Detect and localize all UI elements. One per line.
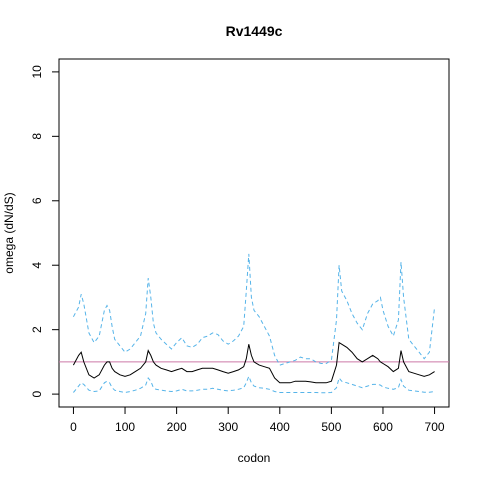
- x-tick-label: 700: [425, 420, 445, 434]
- x-tick-label: 300: [218, 420, 238, 434]
- x-tick-label: 0: [70, 420, 77, 434]
- x-axis-label: codon: [238, 451, 271, 465]
- x-tick-label: 600: [373, 420, 393, 434]
- axis-ticks: 0 100 200 300 400 500 600 700 0 2 4 6 8 10: [30, 65, 445, 434]
- y-tick-label: 8: [30, 133, 44, 140]
- chart-title: Rv1449c: [226, 23, 283, 39]
- x-tick-label: 200: [167, 420, 187, 434]
- y-tick-label: 6: [30, 197, 44, 204]
- series-layer: [59, 253, 449, 394]
- lower-ci-line: [73, 375, 435, 394]
- plot-frame: [58, 58, 450, 408]
- x-tick-label: 100: [115, 420, 135, 434]
- upper-ci-line: [72, 253, 436, 366]
- y-tick-label: 4: [30, 262, 44, 269]
- y-tick-label: 10: [30, 65, 44, 79]
- omega-estimate-line: [72, 341, 435, 384]
- y-tick-label: 0: [30, 390, 44, 397]
- y-tick-label: 2: [30, 326, 44, 333]
- x-tick-label: 400: [270, 420, 290, 434]
- x-tick-label: 500: [321, 420, 341, 434]
- y-axis-label: omega (dN/dS): [2, 192, 16, 273]
